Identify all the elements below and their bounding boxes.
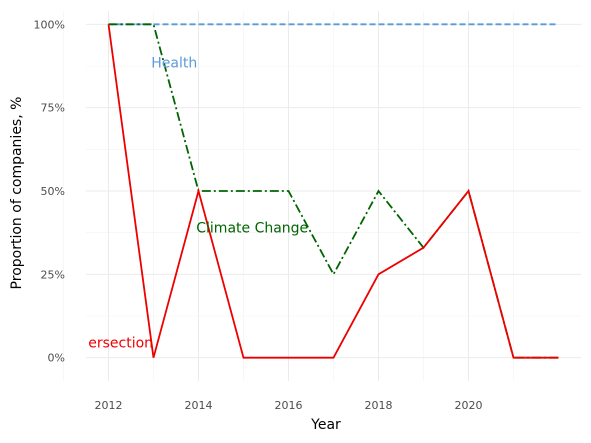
grid-minor [63, 11, 581, 381]
x-tick-label: 2018 [365, 399, 393, 412]
y-axis-ticks: 0% 25% 50% 75% 100% [34, 18, 65, 364]
annotation-label: Health [151, 56, 197, 72]
y-tick-label: 0% [48, 352, 65, 365]
series-layer [107, 23, 559, 359]
annotation-layer: Health Climate Change ersection [88, 56, 308, 352]
x-tick-label: 2020 [455, 399, 483, 412]
grid-major [86, 11, 581, 381]
y-tick-label: 75% [41, 102, 65, 115]
y-tick-label: 50% [41, 185, 65, 198]
y-axis-title: Proportion of companies, % [9, 97, 25, 290]
series-line-2 [107, 24, 559, 359]
x-axis-title: Year [310, 417, 341, 433]
annotation-label: ersection [88, 336, 153, 352]
x-tick-label: 2012 [95, 399, 123, 412]
x-tick-label: 2016 [275, 399, 303, 412]
annotation-label: Climate Change [196, 221, 308, 237]
x-axis-ticks: 2012 2014 2016 2018 2020 [95, 399, 483, 412]
y-tick-label: 25% [41, 268, 65, 281]
x-tick-label: 2014 [185, 399, 213, 412]
y-tick-label: 100% [34, 18, 65, 31]
